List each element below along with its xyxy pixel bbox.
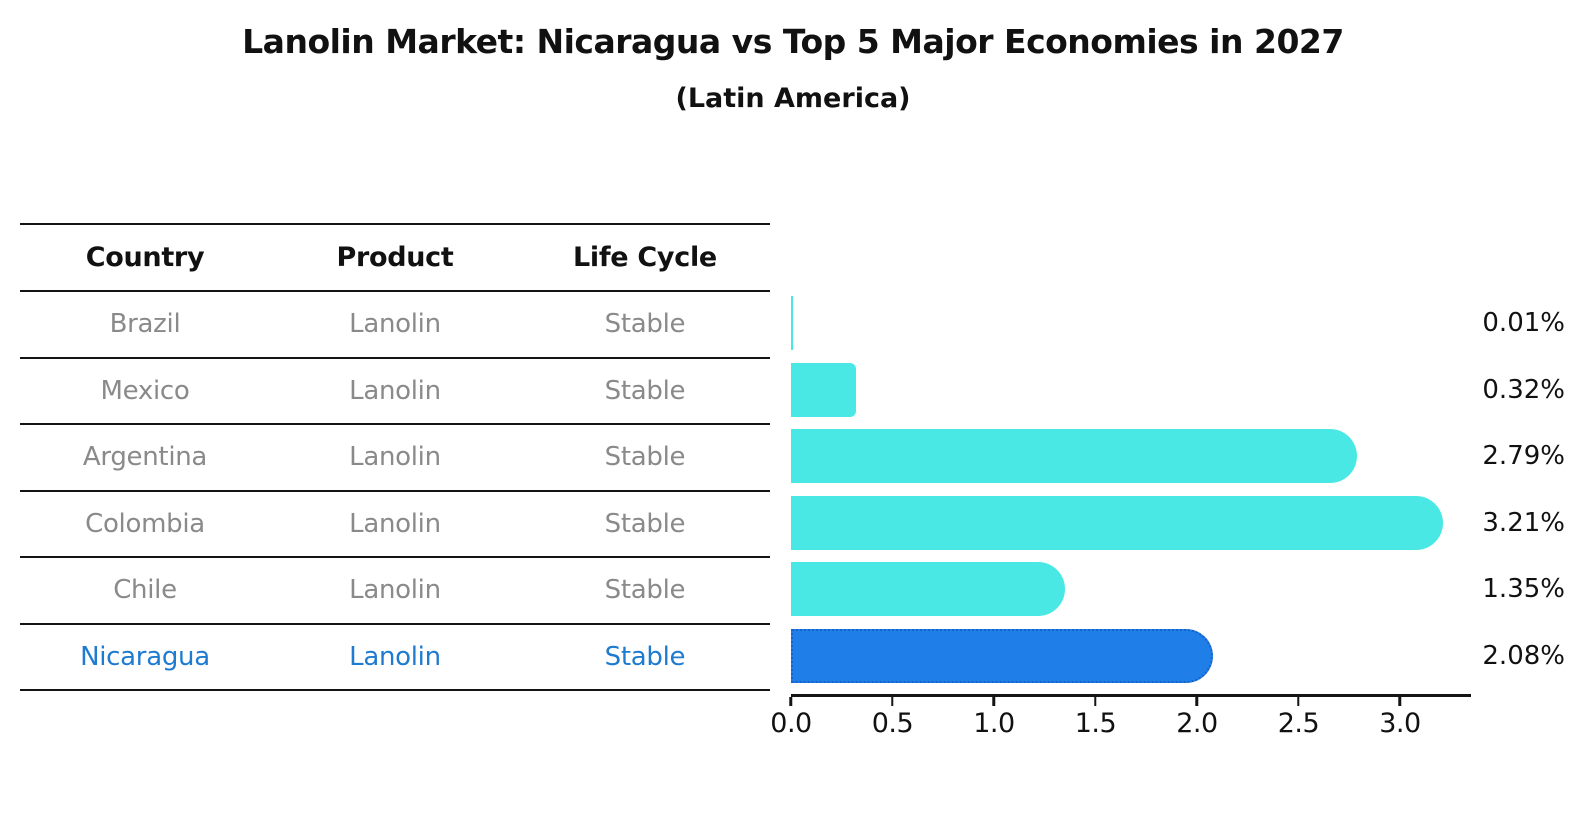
x-tick-mark <box>891 697 894 706</box>
lifecycle-cell: Stable <box>604 442 686 473</box>
x-tick-mark <box>1297 697 1300 706</box>
country-cell: Argentina <box>82 442 208 473</box>
x-tick: 2.5 <box>1277 697 1320 739</box>
lifecycle-cell: Stable <box>604 641 686 672</box>
x-tick: 1.5 <box>1074 697 1117 739</box>
x-tick-label: 0.0 <box>770 708 812 739</box>
bar-row-mexico <box>791 357 1471 424</box>
value-label-argentina: 2.79% <box>1482 441 1565 472</box>
value-label-nicaragua: 2.08% <box>1482 640 1565 671</box>
header-country: Country <box>85 242 205 273</box>
country-cell: Nicaragua <box>80 641 210 672</box>
table-row-argentina: Argentina Lanolin Stable <box>20 425 770 492</box>
product-cell: Lanolin <box>349 575 441 606</box>
x-tick-label: 2.0 <box>1176 708 1218 739</box>
product-cell: Lanolin <box>349 309 441 340</box>
product-cell: Lanolin <box>349 508 441 539</box>
table-row-colombia: Colombia Lanolin Stable <box>20 492 770 558</box>
country-cell: Brazil <box>109 309 181 340</box>
bar-mexico <box>791 362 856 417</box>
bar-row-argentina <box>791 423 1471 490</box>
x-tick: 2.0 <box>1176 697 1218 739</box>
bar-row-chile <box>791 556 1471 623</box>
x-tick: 0.0 <box>770 697 812 739</box>
x-tick-mark <box>1195 697 1199 706</box>
x-tick: 0.5 <box>871 697 914 739</box>
bar-plot <box>791 290 1471 689</box>
product-cell: Lanolin <box>349 641 441 672</box>
lifecycle-cell: Stable <box>604 375 686 406</box>
value-label-colombia: 3.21% <box>1482 507 1565 538</box>
x-tick-label: 0.5 <box>871 708 914 739</box>
lifecycle-cell: Stable <box>604 508 686 539</box>
bar-colombia <box>791 495 1443 550</box>
country-cell: Colombia <box>85 508 205 539</box>
data-table: Country Product Life Cycle Brazil Lanoli… <box>20 223 770 691</box>
x-tick-mark <box>789 697 793 706</box>
table-header-row: Country Product Life Cycle <box>20 225 770 292</box>
product-cell: Lanolin <box>349 442 441 473</box>
value-label-mexico: 0.32% <box>1482 374 1565 405</box>
bar-row-nicaragua <box>791 623 1471 690</box>
x-tick: 1.0 <box>973 697 1015 739</box>
x-tick-mark <box>1094 697 1097 706</box>
x-axis-line <box>791 694 1471 697</box>
lifecycle-cell: Stable <box>604 309 686 340</box>
bar-brazil <box>791 296 794 351</box>
chart-title: Lanolin Market: Nicaragua vs Top 5 Major… <box>242 22 1344 61</box>
bar-row-brazil <box>791 290 1471 357</box>
x-tick-label: 3.0 <box>1379 708 1421 739</box>
x-axis-ticks: 0.0 0.5 1.0 1.5 2.0 2.5 3.0 <box>770 697 1471 742</box>
bar-chile <box>791 562 1066 617</box>
x-tick-label: 1.5 <box>1074 708 1117 739</box>
value-label-brazil: 0.01% <box>1482 308 1565 339</box>
x-tick-mark <box>992 697 996 706</box>
country-cell: Chile <box>113 575 177 606</box>
table-row-brazil: Brazil Lanolin Stable <box>20 292 770 359</box>
table-row-chile: Chile Lanolin Stable <box>20 558 770 625</box>
bar-row-colombia <box>791 490 1471 557</box>
header-life-cycle: Life Cycle <box>573 242 717 273</box>
x-tick-mark <box>1398 697 1402 706</box>
table-row-mexico: Mexico Lanolin Stable <box>20 359 770 425</box>
value-label-column: 0.01% 0.32% 2.79% 3.21% 1.35% 2.08% <box>1455 290 1565 689</box>
value-label-chile: 1.35% <box>1482 574 1565 605</box>
lifecycle-cell: Stable <box>604 575 686 606</box>
product-cell: Lanolin <box>349 375 441 406</box>
x-tick-label: 2.5 <box>1277 708 1320 739</box>
x-tick: 3.0 <box>1379 697 1421 739</box>
header-product: Product <box>336 242 454 273</box>
bar-argentina <box>791 429 1358 484</box>
country-cell: Mexico <box>100 375 190 406</box>
table-row-nicaragua: Nicaragua Lanolin Stable <box>20 625 770 691</box>
chart-subtitle: (Latin America) <box>675 83 911 114</box>
bar-nicaragua <box>791 628 1214 683</box>
x-tick-label: 1.0 <box>973 708 1015 739</box>
